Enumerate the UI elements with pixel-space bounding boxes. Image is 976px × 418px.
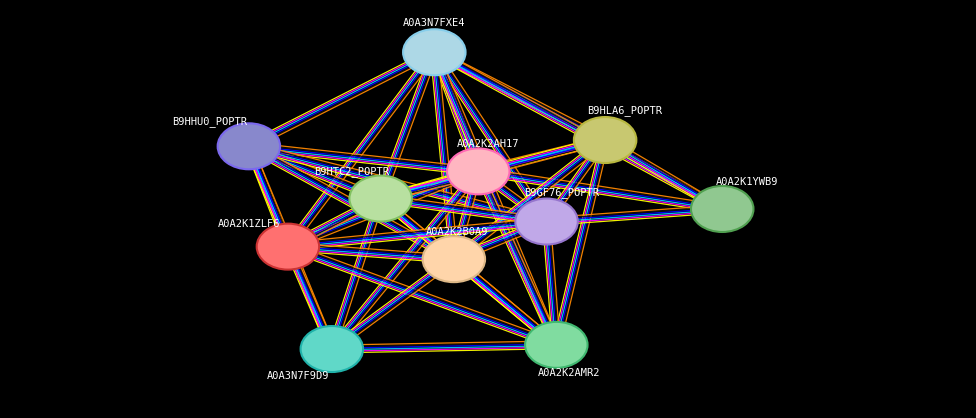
Ellipse shape xyxy=(423,236,485,282)
Text: A0A2K1YWB9: A0A2K1YWB9 xyxy=(715,177,778,187)
Text: B9HTC2_POPTR: B9HTC2_POPTR xyxy=(314,166,388,177)
Text: B9HHU0_POPTR: B9HHU0_POPTR xyxy=(173,116,247,127)
Ellipse shape xyxy=(574,117,636,163)
Text: A0A3N7FXE4: A0A3N7FXE4 xyxy=(403,18,466,28)
Text: B9HLA6_POPTR: B9HLA6_POPTR xyxy=(588,105,662,116)
Ellipse shape xyxy=(218,123,280,169)
Text: A0A2K2AH17: A0A2K2AH17 xyxy=(457,139,519,149)
Ellipse shape xyxy=(403,29,466,75)
Ellipse shape xyxy=(691,186,753,232)
Ellipse shape xyxy=(301,326,363,372)
Text: A0A3N7F9D9: A0A3N7F9D9 xyxy=(266,371,329,381)
Text: A0A2K1ZLF6: A0A2K1ZLF6 xyxy=(218,219,280,229)
Text: A0A2K2B0A9: A0A2K2B0A9 xyxy=(426,227,488,237)
Ellipse shape xyxy=(525,322,588,368)
Ellipse shape xyxy=(257,224,319,270)
Ellipse shape xyxy=(447,148,509,194)
Text: B9GF76_POPTR: B9GF76_POPTR xyxy=(524,187,598,198)
Ellipse shape xyxy=(349,176,412,222)
Text: A0A2K2AMR2: A0A2K2AMR2 xyxy=(538,368,600,378)
Ellipse shape xyxy=(515,199,578,245)
